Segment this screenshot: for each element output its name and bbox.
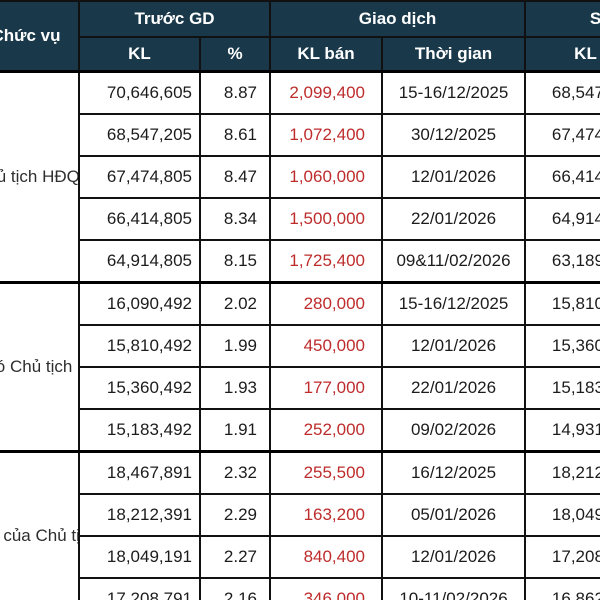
cell-kl-sold: 840,400 (269, 535, 384, 579)
table-header: Chức vụ Trước GD Giao dịch Sau GD KL % K… (0, 0, 600, 73)
cell-kl-sold: 1,500,000 (269, 197, 384, 241)
cell-time: 09&11/02/2026 (381, 239, 527, 284)
cell-time: 15-16/12/2025 (381, 281, 527, 326)
cell-pct: 2.32 (198, 450, 272, 495)
cell-kl-before: 18,467,891 (78, 450, 201, 495)
subcol-header-pct: % (198, 36, 272, 73)
header-row-subcolumns: KL % KL bán Thời gian KL (0, 36, 600, 73)
cell-position-group-3: Mẹ của Chủ tịch HĐQT (0, 450, 80, 600)
table-row: 68,547,205 8.61 1,072,400 30/12/2025 67,… (0, 113, 600, 157)
cell-kl-sold: 1,072,400 (269, 113, 384, 157)
cell-pct: 8.15 (198, 239, 272, 284)
cell-kl-sold: 252,000 (269, 408, 384, 453)
cell-time: 22/01/2026 (381, 197, 527, 241)
table-row: 66,414,805 8.34 1,500,000 22/01/2026 64,… (0, 197, 600, 241)
table-row: 64,914,805 8.15 1,725,400 09&11/02/2026 … (0, 239, 600, 284)
table-row: 17,208,791 2.16 346,000 10-11/02/2026 16… (0, 577, 600, 600)
cell-kl-before: 68,547,205 (78, 113, 201, 157)
cell-kl-before: 15,183,492 (78, 408, 201, 453)
cell-kl-before: 18,049,191 (78, 535, 201, 579)
subcol-header-kl-ban: KL bán (269, 36, 384, 73)
cell-kl-after: 15,810,492 (524, 281, 600, 326)
cell-time: 12/01/2026 (381, 155, 527, 199)
cell-pct: 8.87 (198, 70, 272, 115)
cell-time: 09/02/2026 (381, 408, 527, 453)
cell-kl-before: 67,474,805 (78, 155, 201, 199)
table-row: Chủ tịch HĐQT 70,646,605 8.87 2,099,400 … (0, 70, 600, 284)
cell-pct: 2.27 (198, 535, 272, 579)
cell-time: 05/01/2026 (381, 493, 527, 537)
cell-kl-after: 16,862,791 (524, 577, 600, 600)
cell-pct: 8.61 (198, 113, 272, 157)
cell-kl-before: 64,914,805 (78, 239, 201, 284)
cell-pct: 8.34 (198, 197, 272, 241)
cell-position-group-1: Chủ tịch HĐQT (0, 70, 80, 284)
cell-kl-after: 66,414,805 (524, 155, 600, 199)
cell-kl-after: 18,212,391 (524, 450, 600, 495)
cell-pct: 2.02 (198, 281, 272, 326)
table-body: Chủ tịch HĐQT 70,646,605 8.87 2,099,400 … (0, 70, 600, 600)
cell-kl-after: 15,183,492 (524, 366, 600, 410)
cell-kl-before: 15,810,492 (78, 324, 201, 368)
cell-time: 10-11/02/2026 (381, 577, 527, 600)
cell-pct: 2.16 (198, 577, 272, 600)
cell-kl-sold: 1,060,000 (269, 155, 384, 199)
header-row-groups: Chức vụ Trước GD Giao dịch Sau GD (0, 0, 600, 73)
cell-kl-sold: 255,500 (269, 450, 384, 495)
cell-kl-after: 63,189,405 (524, 239, 600, 284)
cell-time: 12/01/2026 (381, 535, 527, 579)
col-header-before-gd: Trước GD (77, 0, 272, 38)
subcol-header-kl-after: KL (524, 36, 600, 73)
cell-kl-before: 70,646,605 (78, 70, 201, 115)
cell-kl-sold: 1,725,400 (269, 239, 384, 284)
cell-time: 22/01/2026 (381, 366, 527, 410)
cell-kl-sold: 450,000 (269, 324, 384, 368)
table-row: 15,810,492 1.99 450,000 12/01/2026 15,36… (0, 324, 600, 368)
cell-kl-before: 15,360,492 (78, 366, 201, 410)
cell-pct: 1.93 (198, 366, 272, 410)
table-row: 15,183,492 1.91 252,000 09/02/2026 14,93… (0, 408, 600, 453)
cell-kl-sold: 163,200 (269, 493, 384, 537)
cell-kl-sold: 346,000 (269, 577, 384, 600)
subcol-header-kl-before: KL (78, 36, 201, 73)
cell-kl-after: 67,474,805 (524, 113, 600, 157)
table-row: Mẹ của Chủ tịch HĐQT 18,467,891 2.32 255… (0, 450, 600, 600)
col-header-giao-dich: Giao dịch (269, 0, 527, 38)
col-header-sau-gd: Sau GD (524, 0, 600, 38)
table-row: 67,474,805 8.47 1,060,000 12/01/2026 66,… (0, 155, 600, 199)
table-row: 18,212,391 2.29 163,200 05/01/2026 18,04… (0, 493, 600, 537)
cell-kl-sold: 280,000 (269, 281, 384, 326)
cell-pct: 2.29 (198, 493, 272, 537)
cell-time: 12/01/2026 (381, 324, 527, 368)
cell-time: 15-16/12/2025 (381, 70, 527, 115)
cell-time: 16/12/2025 (381, 450, 527, 495)
cell-kl-after: 64,914,805 (524, 197, 600, 241)
cell-position-group-2: Phó Chủ tịch HĐQT (0, 281, 80, 453)
cell-time: 30/12/2025 (381, 113, 527, 157)
table-row: 18,049,191 2.27 840,400 12/01/2026 17,20… (0, 535, 600, 579)
cell-kl-after: 18,049,191 (524, 493, 600, 537)
cell-pct: 1.99 (198, 324, 272, 368)
cell-kl-before: 66,414,805 (78, 197, 201, 241)
cell-kl-sold: 2,099,400 (269, 70, 384, 115)
subcol-header-thoi-gian: Thời gian (381, 36, 527, 73)
cell-pct: 8.47 (198, 155, 272, 199)
table-row: 15,360,492 1.93 177,000 22/01/2026 15,18… (0, 366, 600, 410)
cell-kl-after: 68,547,205 (524, 70, 600, 115)
cell-kl-sold: 177,000 (269, 366, 384, 410)
cell-kl-before: 17,208,791 (78, 577, 201, 600)
table-row: Phó Chủ tịch HĐQT 16,090,492 2.02 280,00… (0, 281, 600, 453)
cell-kl-before: 16,090,492 (78, 281, 201, 326)
cell-pct: 1.91 (198, 408, 272, 453)
col-header-position: Chức vụ (0, 0, 80, 73)
cell-kl-after: 17,208,791 (524, 535, 600, 579)
cell-kl-after: 14,931,492 (524, 408, 600, 453)
cell-kl-after: 15,360,492 (524, 324, 600, 368)
cell-kl-before: 18,212,391 (78, 493, 201, 537)
